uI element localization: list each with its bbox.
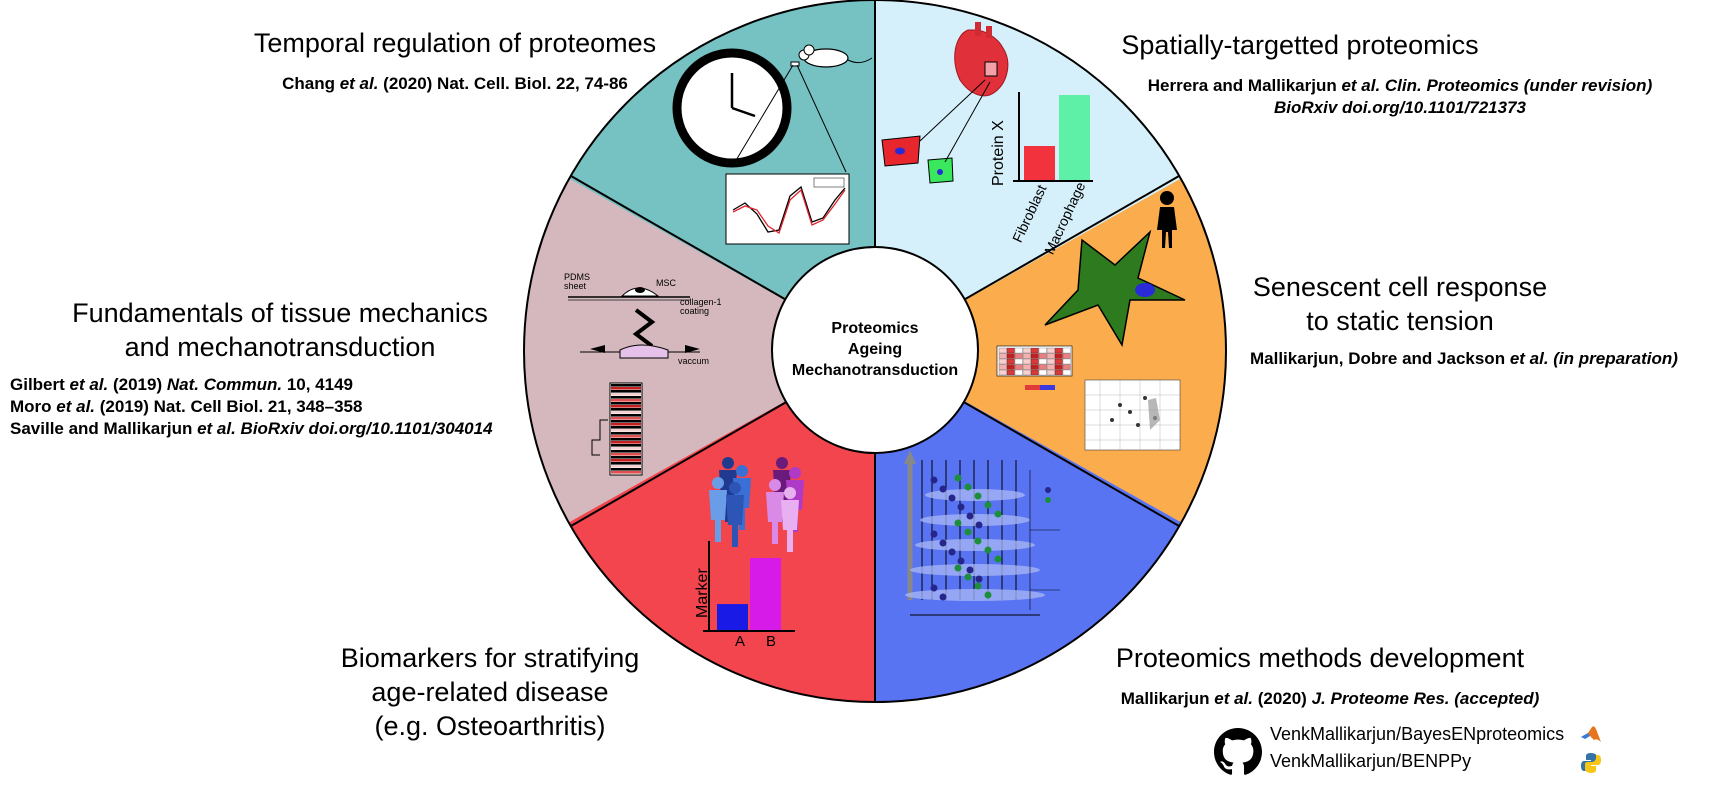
reference-line: Herrera and Mallikarjun et al. Clin. Pro… <box>1147 76 1653 95</box>
marker-bar-chart <box>703 541 795 632</box>
python-icon <box>1580 752 1602 779</box>
collagen-label: collagen-1 coating <box>680 297 722 316</box>
center-line-1: Proteomics <box>831 320 919 337</box>
center-line-2: Ageing <box>847 341 903 358</box>
clock-icon <box>672 48 792 168</box>
reference-line: Saville and Mallikarjun et al. BioRxiv d… <box>10 419 493 438</box>
heart-icon <box>954 22 1009 97</box>
senescent-cell-icon <box>1044 229 1186 348</box>
time-series-plot <box>725 173 850 245</box>
bar-b <box>750 558 781 630</box>
center-circle <box>771 246 979 454</box>
cat-a-label: A <box>735 633 746 650</box>
scatter-3d-panel <box>1084 379 1181 451</box>
reference-line: Mallikarjun, Dobre and Jackson et al. (i… <box>1250 349 1678 368</box>
refs-senescent: Mallikarjun, Dobre and Jackson et al. (i… <box>1250 348 1678 370</box>
heatmap-panel <box>996 345 1073 390</box>
reference-line: Mallikarjun et al. (2020) J. Proteome Re… <box>1120 689 1540 708</box>
cat-b-label: B <box>766 633 777 650</box>
people-group-icon <box>709 457 804 552</box>
github-icon[interactable] <box>1214 728 1262 776</box>
refs-mechanics: Gilbert et al. (2019) Nat. Commun. 10, 4… <box>10 374 493 440</box>
reference-line: BioRxiv doi.org/10.1101/721373 <box>1274 98 1526 117</box>
reference-line: Chang et al. (2020) Nat. Cell. Biol. 22,… <box>282 74 628 93</box>
wheel-outline <box>523 0 1227 703</box>
refs-spatial: Herrera and Mallikarjun et al. Clin. Pro… <box>1100 75 1700 119</box>
vaccum-label: vaccum <box>678 356 710 366</box>
matlab-icon <box>1580 724 1602 749</box>
reference-line: Moro et al. (2019) Nat. Cell Biol. 21, 3… <box>10 397 363 416</box>
pdms-label: PDMS sheet <box>564 272 591 291</box>
heading-mechanics: Fundamentals of tissue mechanics and mec… <box>72 298 488 362</box>
heading-senescent: Senescent cell response to static tensio… <box>1252 272 1548 336</box>
heading-temporal: Temporal regulation of proteomes <box>253 28 657 58</box>
spatial-bar-chart <box>1013 92 1093 182</box>
bayesian-diagram <box>904 450 1060 616</box>
repo-link-2[interactable]: VenkMallikarjun/BENPPy <box>1270 751 1472 771</box>
msc-label: MSC <box>656 278 676 288</box>
bar-fibroblast <box>1024 146 1055 180</box>
marker-chart-ylabel: Marker <box>694 568 711 618</box>
heading-methods: Proteomics methods development <box>1115 643 1525 673</box>
mechanics-heatmap <box>591 382 643 476</box>
person-icon <box>1157 191 1177 248</box>
bar-a <box>717 604 748 630</box>
heading-biomarkers: Biomarkers for stratifying age-related d… <box>340 643 640 741</box>
refs-methods: Mallikarjun et al. (2020) J. Proteome Re… <box>1100 688 1560 710</box>
mouse-icon <box>734 44 873 173</box>
bar-macrophage <box>1059 95 1090 180</box>
center-label: Proteomics Ageing Mechanotransduction <box>772 318 978 381</box>
heading-spatial: Spatially-targetted proteomics <box>1121 30 1479 60</box>
repo-link-1[interactable]: VenkMallikarjun/BayesENproteomics <box>1270 724 1565 744</box>
cells-icon <box>881 79 991 184</box>
refs-temporal: Chang et al. (2020) Nat. Cell. Biol. 22,… <box>240 73 670 95</box>
spatial-chart-ylabel: Protein X <box>990 120 1007 186</box>
center-line-3: Mechanotransduction <box>791 362 959 379</box>
reference-line: Gilbert et al. (2019) Nat. Commun. 10, 4… <box>10 375 353 394</box>
pdms-diagram <box>568 287 700 359</box>
